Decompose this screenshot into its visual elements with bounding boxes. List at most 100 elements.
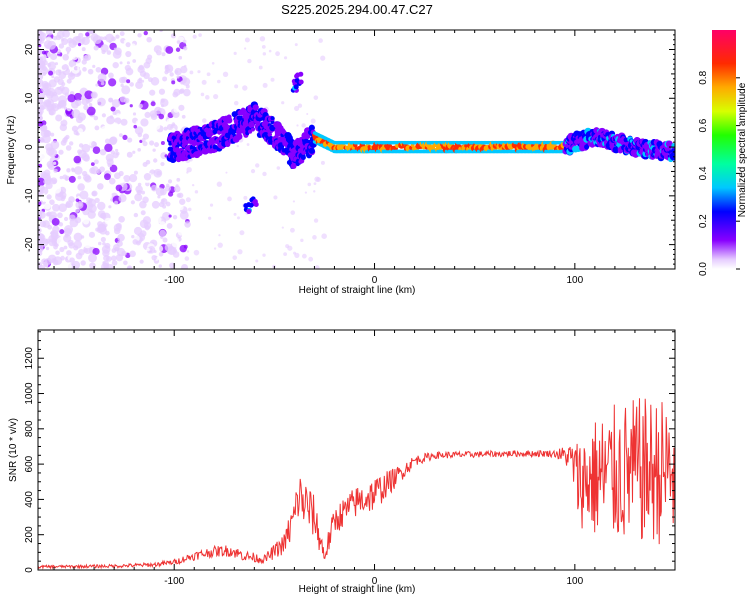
- snr-y-tick-label: 1000: [24, 382, 35, 405]
- spectrogram-noise-blob: [141, 190, 146, 195]
- spectrogram-noise-blob: [100, 213, 107, 219]
- spectrogram-ridge: [207, 128, 212, 133]
- spectrogram-noise-blob: [61, 64, 67, 70]
- spectrogram-y-tick-label: -10: [24, 188, 35, 203]
- spectrogram-noise-blob: [123, 97, 130, 104]
- spectrogram-noise-blob: [38, 225, 41, 229]
- spectrogram-noise-blob: [187, 207, 192, 212]
- spectrogram-noise-blob: [125, 50, 132, 58]
- spectrogram-noise-blob: [115, 148, 119, 153]
- spectrogram-noise-blob: [138, 64, 144, 71]
- spectrogram-noise-blob: [80, 260, 86, 266]
- spectrogram-noise-blob: [132, 239, 139, 245]
- spectrogram-noise-blob: [216, 181, 223, 187]
- spectrogram-noise-blob: [174, 67, 182, 76]
- spectrogram-noise-blob: [91, 92, 97, 98]
- spectrogram-noise-blob: [123, 260, 128, 266]
- spectrogram-noise-blob: [137, 148, 141, 152]
- spectrogram-noise-blob: [62, 30, 70, 38]
- spectrogram-noise-blob: [314, 265, 320, 269]
- spectrogram-noise-blob: [301, 253, 307, 259]
- spectrogram-noise-blob: [250, 169, 256, 174]
- spectrogram-noise-blob: [227, 196, 232, 202]
- spectrogram-noise-blob: [161, 52, 166, 57]
- spectrogram-noise-blob: [258, 65, 263, 70]
- spectrogram-noise-blob: [244, 37, 250, 43]
- spectrogram-noise-blob: [297, 103, 303, 108]
- colorbar-tick-label: 0.6: [698, 118, 709, 132]
- spectrogram-noise-blob: [39, 220, 47, 228]
- spectrogram-noise-blob: [106, 50, 112, 55]
- spectrogram-noise-blob: [206, 72, 211, 77]
- spectrogram-noise-blob: [71, 65, 80, 74]
- spectrogram-noise-blob: [205, 95, 210, 100]
- spectrogram-noise-blob: [133, 212, 139, 218]
- spectrogram-noise-blob: [87, 66, 91, 70]
- spectrogram-feature: [293, 84, 299, 90]
- spectrogram-noise-blob: [123, 175, 131, 183]
- spectrogram-noise-blob: [132, 59, 137, 63]
- spectrogram-noise-blob: [170, 33, 177, 39]
- spectrogram-noise-blob: [100, 44, 109, 53]
- spectrogram-noise-blob: [38, 31, 47, 41]
- spectrogram-noise-blob: [127, 137, 133, 143]
- spectrogram-noise-blob: [142, 133, 150, 140]
- spectrogram-noise-blob: [95, 66, 102, 73]
- spectrogram-noise-blob: [246, 143, 250, 146]
- spectrogram-noise-blob: [112, 152, 119, 159]
- spectrogram-noise-blob: [144, 47, 152, 54]
- spectrogram-noise-blob: [118, 177, 125, 184]
- spectrogram-noise-blob: [116, 113, 121, 118]
- spectrogram-noise-blob: [181, 114, 186, 119]
- snr-y-tick-label: 200: [24, 526, 35, 543]
- spectrogram-noise-blob: [137, 132, 143, 138]
- spectrogram-noise-blob: [73, 92, 83, 102]
- spectrogram-ridge: [270, 116, 275, 121]
- spectrogram-noise-blob: [150, 208, 155, 214]
- spectrogram-noise-blob: [60, 197, 65, 202]
- spectrogram-noise-blob: [218, 234, 221, 237]
- spectrogram-noise-blob: [63, 216, 69, 222]
- spectrogram-noise-blob: [86, 106, 96, 116]
- spectrogram-noise-blob: [154, 216, 162, 224]
- spectrogram-noise-blob: [59, 229, 65, 235]
- spectrogram-noise-blob: [193, 249, 200, 256]
- spectrogram-noise-blob: [80, 37, 86, 42]
- spectrogram-feature: [294, 73, 300, 79]
- spectrogram-noise-blob: [164, 185, 171, 192]
- spectrogram-noise-blob: [290, 227, 295, 233]
- spectrogram-noise-blob: [41, 138, 45, 143]
- spectrogram-noise-blob: [321, 233, 327, 239]
- spectrogram-noise-blob: [94, 197, 100, 204]
- spectrogram-noise-blob: [186, 171, 189, 174]
- spectrogram-ridge: [252, 104, 259, 111]
- spectrogram-noise-blob: [88, 103, 93, 107]
- spectrogram-noise-blob: [189, 70, 194, 75]
- spectrogram-noise-blob: [48, 235, 56, 243]
- spectrogram-noise-blob: [100, 125, 110, 135]
- spectrogram-noise-blob: [102, 249, 110, 257]
- spectrogram-noise-blob: [68, 51, 77, 60]
- spectrogram-noise-blob: [255, 163, 260, 168]
- spectrogram-noise-blob: [49, 199, 55, 206]
- spectrogram-noise-blob: [52, 35, 58, 41]
- spectrogram-noise-blob: [316, 177, 321, 182]
- spectrogram-noise-blob: [52, 185, 62, 194]
- spectrogram-noise-blob: [129, 250, 136, 258]
- spectrogram-noise-blob: [115, 253, 124, 262]
- spectrogram-noise-blob: [126, 79, 131, 84]
- spectrogram-noise-blob: [118, 216, 125, 223]
- spectrogram-noise-blob: [117, 233, 125, 242]
- spectrogram-noise-blob: [114, 200, 119, 205]
- spectrogram-noise-blob: [160, 98, 165, 103]
- spectrogram-noise-blob: [52, 225, 60, 234]
- spectrogram-noise-blob: [38, 177, 46, 187]
- spectrogram-noise-blob: [290, 210, 296, 215]
- spectrogram-noise-blob: [71, 168, 76, 173]
- spectrogram-noise-blob: [115, 184, 123, 192]
- colorbar-tick-label: 0.8: [698, 70, 709, 84]
- spectrogram-noise-blob: [81, 47, 86, 52]
- spectrogram-noise-blob: [120, 83, 124, 88]
- spectrogram-noise-blob: [166, 123, 174, 131]
